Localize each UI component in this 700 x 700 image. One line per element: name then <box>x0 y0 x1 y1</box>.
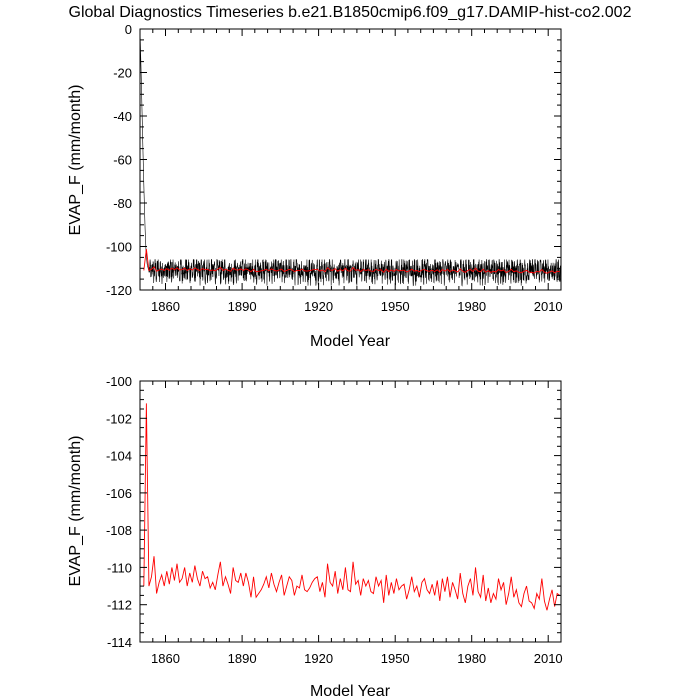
y-tick-label: -100 <box>106 374 132 389</box>
x-tick-label: 1920 <box>304 651 333 666</box>
top-x-axis-label: Model Year <box>310 333 391 350</box>
y-tick-label: -112 <box>107 598 132 613</box>
y-tick-label: -80 <box>113 196 132 211</box>
y-tick-label: -108 <box>106 523 132 538</box>
bottom-x-axis-label: Model Year <box>310 683 391 700</box>
y-tick-label: -110 <box>107 560 132 575</box>
x-tick-label: 1980 <box>457 299 486 314</box>
top-axis-ticks: 1860 1890 1920 1950 1980 2010 0 -20 -40 -60 -80 -10… <box>106 22 563 314</box>
y-tick-label: -100 <box>106 240 132 255</box>
top-series-group <box>140 29 561 287</box>
bottom-plot-data <box>143 403 560 611</box>
top-y-axis-label: EVAP_F (mm/month) <box>67 85 84 236</box>
x-tick-label: 1860 <box>151 299 180 314</box>
x-tick-label: 1950 <box>381 651 410 666</box>
monthly-series-line <box>140 29 561 287</box>
x-tick-label: 1950 <box>381 299 410 314</box>
y-tick-label: -20 <box>113 66 132 81</box>
x-tick-label: 1980 <box>457 651 486 666</box>
x-tick-label: 2010 <box>534 651 563 666</box>
x-tick-label: 1890 <box>228 299 257 314</box>
y-tick-label: -104 <box>106 449 132 464</box>
bottom-y-axis-label: EVAP_F (mm/month) <box>67 436 84 587</box>
y-tick-label: -106 <box>106 486 132 501</box>
bottom-axis-ticks: 1860 1890 1920 1950 1980 2010 -100 -102 -104 -106… <box>106 374 563 666</box>
x-tick-label: 1860 <box>151 651 180 666</box>
chart-title: Global Diagnostics Timeseries b.e21.B185… <box>69 4 632 21</box>
y-tick-label: -40 <box>113 109 132 124</box>
y-tick-label: -120 <box>106 283 132 298</box>
bottom-series-group <box>143 403 560 611</box>
x-tick-label: 1920 <box>304 299 333 314</box>
y-tick-label: -102 <box>106 411 132 426</box>
bottom-panel: 1860 1890 1920 1950 1980 2010 -100 -102 -104 -106… <box>67 374 563 700</box>
annual-series-line <box>143 403 560 611</box>
top-plot-frame <box>139 28 562 291</box>
x-tick-label: 2010 <box>534 299 563 314</box>
y-tick-label: -114 <box>107 635 132 650</box>
y-tick-label: -60 <box>113 153 132 168</box>
bottom-plot-frame <box>139 380 562 643</box>
top-panel: 1860 1890 1920 1950 1980 2010 0 -20 -40 -60 -80 -10… <box>67 22 563 350</box>
y-tick-label: 0 <box>125 22 132 37</box>
x-tick-label: 1890 <box>228 651 257 666</box>
top-plot-data <box>140 29 561 287</box>
annual-series-line <box>143 249 560 274</box>
